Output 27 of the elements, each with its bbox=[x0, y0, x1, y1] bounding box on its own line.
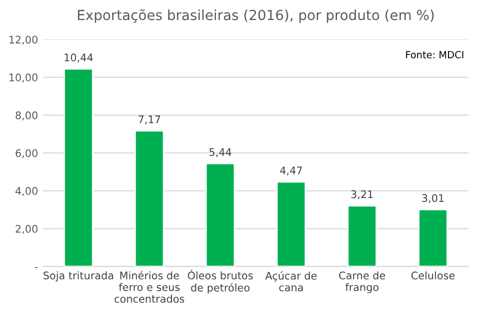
data-label: 5,44 bbox=[209, 148, 232, 158]
y-tick-label: 8,00 bbox=[16, 111, 38, 120]
data-label: 4,47 bbox=[280, 166, 302, 176]
y-tick-label: - bbox=[34, 267, 38, 268]
bar bbox=[205, 162, 236, 266]
x-tick-label: Carne de frango bbox=[339, 271, 386, 294]
data-label: 3,21 bbox=[351, 190, 373, 200]
y-tick-label: 10,00 bbox=[9, 74, 38, 82]
x-tick-label: Óleos brutos de petróleo bbox=[188, 270, 253, 294]
data-label: 7,17 bbox=[138, 116, 160, 124]
data-label: 3,01 bbox=[422, 194, 444, 204]
y-tick-label: 6,00 bbox=[16, 149, 38, 158]
y-tick-label: 12,00 bbox=[9, 36, 38, 45]
y-tick-label: 2,00 bbox=[16, 224, 38, 234]
bar bbox=[134, 130, 164, 266]
x-tick-label: Soja triturada bbox=[44, 271, 114, 282]
bar bbox=[347, 205, 377, 266]
x-tick-label: Minérios de ferro e seus concentrados bbox=[114, 270, 184, 303]
data-label: 10,44 bbox=[64, 54, 93, 62]
x-tick-label: Celulose bbox=[411, 271, 455, 280]
chart-title: Exportações brasileiras (2016), por produto (em %) bbox=[78, 9, 434, 23]
bar bbox=[418, 208, 448, 266]
annotation: Fonte: MDCI bbox=[406, 51, 464, 58]
x-tick-label: Açúcar de cana bbox=[265, 271, 317, 292]
y-tick-label: 4,00 bbox=[15, 187, 38, 196]
bar bbox=[64, 68, 94, 266]
bar bbox=[276, 181, 306, 266]
